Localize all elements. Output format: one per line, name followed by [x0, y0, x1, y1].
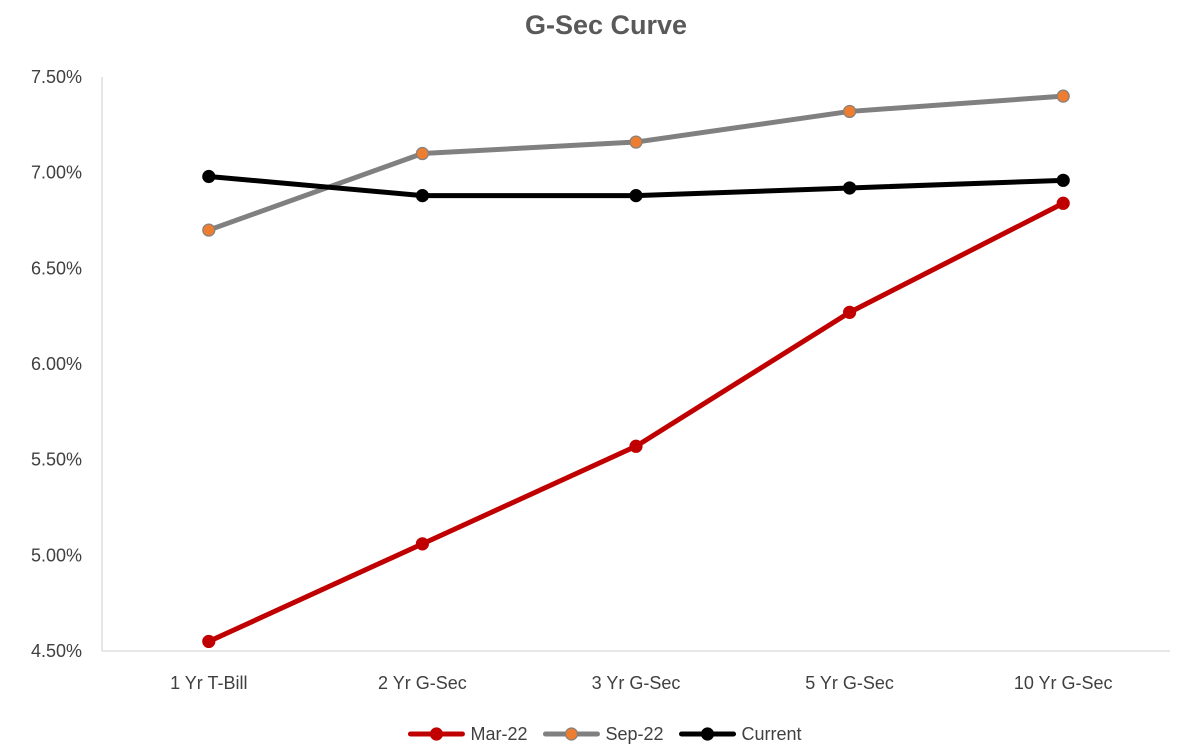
- y-tick-label: 5.00%: [31, 545, 82, 565]
- data-point: [1056, 196, 1070, 210]
- x-tick-label: 5 Yr G-Sec: [805, 673, 894, 693]
- data-point: [842, 305, 857, 319]
- data-point: [629, 135, 643, 149]
- data-point: [202, 169, 216, 184]
- legend-item: Current: [679, 724, 802, 744]
- data-point: [842, 181, 857, 195]
- axes: 4.50% 5.00% 5.50% 6.00% 6.50% 7.00% 7.50% 1 Yr …: [31, 67, 1170, 693]
- legend-label: Sep-22: [605, 724, 663, 744]
- legend-label: Mar-22: [470, 724, 527, 744]
- y-tick-label: 7.00%: [31, 163, 82, 183]
- y-tick-label: 6.00%: [31, 354, 82, 374]
- legend-label: Current: [742, 724, 802, 744]
- data-point: [415, 189, 429, 203]
- data-point: [1056, 89, 1070, 103]
- y-tick-label: 5.50%: [31, 450, 82, 470]
- data-point: [842, 104, 857, 119]
- data-point: [415, 146, 429, 161]
- y-tick-label: 6.50%: [31, 258, 82, 278]
- x-tick-label: 1 Yr T-Bill: [170, 673, 247, 693]
- legend-item: Mar-22: [407, 724, 527, 744]
- data-point: [1056, 173, 1070, 187]
- data-point: [202, 634, 216, 649]
- series-sep-22: [202, 89, 1070, 237]
- series-mar-22: [202, 196, 1070, 649]
- chart-title: G-Sec Curve: [525, 10, 687, 40]
- legend-item: Sep-22: [542, 724, 664, 744]
- legend-swatch-marker: [700, 727, 715, 741]
- series-line: [206, 93, 1066, 233]
- legend: Mar-22 Sep-22 Current: [407, 724, 802, 744]
- series-layer: [202, 89, 1070, 649]
- data-point: [202, 223, 216, 237]
- data-point: [415, 537, 429, 551]
- legend-swatch-marker: [564, 727, 579, 741]
- y-tick-label: 7.50%: [31, 67, 82, 87]
- x-tick-label: 3 Yr G-Sec: [592, 673, 681, 693]
- x-tick-label: 2 Yr G-Sec: [378, 673, 467, 693]
- data-point: [629, 189, 643, 203]
- y-tick-label: 4.50%: [31, 641, 82, 661]
- series-current: [202, 169, 1070, 203]
- data-point: [629, 439, 643, 453]
- x-tick-label: 10 Yr G-Sec: [1014, 673, 1113, 693]
- legend-swatch-marker: [429, 727, 444, 741]
- series-line: [206, 200, 1066, 644]
